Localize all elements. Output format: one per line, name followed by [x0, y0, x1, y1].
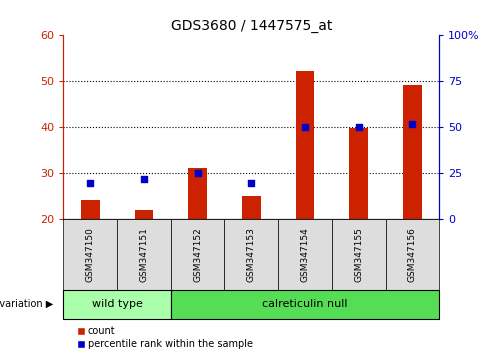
Text: wild type: wild type [92, 299, 142, 309]
Point [247, 180, 255, 185]
Bar [171, 290, 439, 319]
Text: GSM347154: GSM347154 [301, 228, 309, 282]
Bar [349, 129, 368, 219]
Text: GSM347152: GSM347152 [193, 228, 202, 282]
Legend: count, percentile rank within the sample: count, percentile rank within the sample [78, 326, 253, 349]
Bar [242, 196, 261, 219]
Point [301, 125, 309, 130]
Point [140, 176, 148, 182]
Bar [403, 85, 422, 219]
Text: calreticulin null: calreticulin null [262, 299, 348, 309]
Bar [63, 219, 117, 290]
Bar [117, 219, 171, 290]
Bar [386, 219, 439, 290]
Bar [135, 210, 153, 219]
Title: GDS3680 / 1447575_at: GDS3680 / 1447575_at [171, 19, 332, 33]
Bar [332, 219, 386, 290]
Bar [171, 219, 224, 290]
Text: GSM347153: GSM347153 [247, 227, 256, 282]
Point [86, 180, 94, 185]
Point [355, 125, 363, 130]
Bar [278, 219, 332, 290]
Bar [296, 71, 314, 219]
Text: GSM347151: GSM347151 [140, 227, 148, 282]
Bar [224, 219, 278, 290]
Point [194, 171, 202, 176]
Text: genotype/variation ▶: genotype/variation ▶ [0, 299, 54, 309]
Text: GSM347155: GSM347155 [354, 227, 363, 282]
Bar [188, 168, 207, 219]
Bar [63, 290, 171, 319]
Text: GSM347156: GSM347156 [408, 227, 417, 282]
Text: GSM347150: GSM347150 [86, 227, 95, 282]
Bar [81, 200, 100, 219]
Point [408, 121, 416, 127]
